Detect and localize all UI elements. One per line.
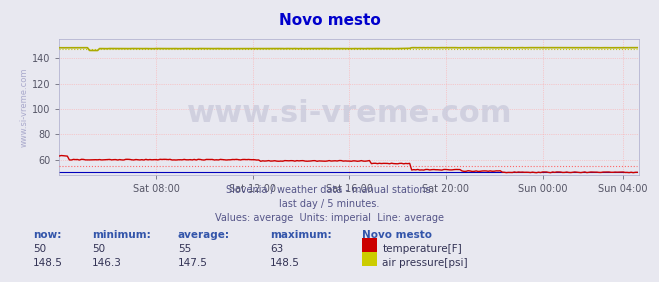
Text: Novo mesto: Novo mesto	[279, 13, 380, 28]
Bar	[362, 252, 377, 266]
Text: 148.5: 148.5	[270, 258, 300, 268]
Text: www.si-vreme.com: www.si-vreme.com	[186, 100, 512, 128]
Text: maximum:: maximum:	[270, 230, 332, 240]
Text: now:: now:	[33, 230, 61, 240]
Text: minimum:: minimum:	[92, 230, 151, 240]
Text: temperature[F]: temperature[F]	[382, 244, 462, 254]
Text: average:: average:	[178, 230, 230, 240]
Text: Values: average  Units: imperial  Line: average: Values: average Units: imperial Line: av…	[215, 213, 444, 223]
Text: 63: 63	[270, 244, 283, 254]
Text: 55: 55	[178, 244, 191, 254]
Text: 50: 50	[92, 244, 105, 254]
Text: 50: 50	[33, 244, 46, 254]
Text: Slovenia / weather data - manual stations.: Slovenia / weather data - manual station…	[225, 185, 434, 195]
Text: 147.5: 147.5	[178, 258, 208, 268]
Y-axis label: www.si-vreme.com: www.si-vreme.com	[20, 67, 29, 147]
Text: 146.3: 146.3	[92, 258, 122, 268]
Text: 148.5: 148.5	[33, 258, 63, 268]
Text: Novo mesto: Novo mesto	[362, 230, 432, 240]
Text: last day / 5 minutes.: last day / 5 minutes.	[279, 199, 380, 209]
Text: air pressure[psi]: air pressure[psi]	[382, 258, 468, 268]
Bar	[362, 238, 377, 252]
